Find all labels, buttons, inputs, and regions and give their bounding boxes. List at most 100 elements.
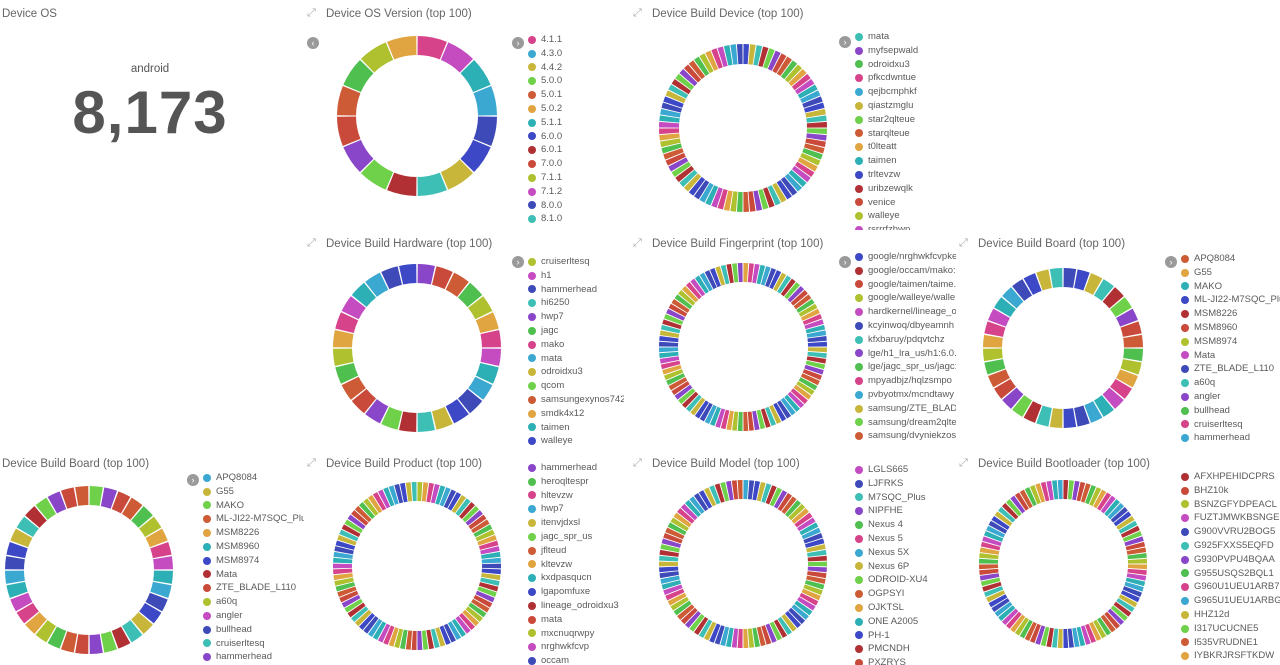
donut-slice[interactable]: [802, 369, 822, 381]
donut-slice[interactable]: [1063, 408, 1077, 428]
donut-slice[interactable]: [717, 46, 728, 68]
donut-slice[interactable]: [760, 266, 771, 286]
donut-slice[interactable]: [659, 341, 679, 347]
legend-item[interactable]: G55: [1181, 266, 1280, 280]
donut-slice[interactable]: [982, 581, 1002, 592]
donut-slice[interactable]: [1067, 628, 1074, 648]
legend-item[interactable]: APQ8084: [203, 471, 304, 485]
legend-item[interactable]: samsung/ZTE_BLADE...: [855, 402, 956, 416]
donut-slice[interactable]: [694, 493, 709, 512]
donut-slice[interactable]: [661, 580, 682, 590]
donut-slice[interactable]: [980, 541, 1001, 551]
donut-slice[interactable]: [60, 631, 78, 653]
donut-slice[interactable]: [471, 519, 490, 534]
legend-item[interactable]: walleye: [855, 209, 918, 223]
donut-slice[interactable]: [372, 621, 387, 640]
donut-slice[interactable]: [335, 363, 359, 384]
donut-slice[interactable]: [1107, 608, 1125, 626]
donut-slice[interactable]: [689, 496, 705, 514]
donut-slice[interactable]: [984, 359, 1006, 375]
donut-slice[interactable]: [726, 410, 734, 431]
donut-slice[interactable]: [791, 165, 811, 183]
donut-slice[interactable]: [1127, 558, 1147, 564]
legend-item[interactable]: pvbyotmx/mcndtawy: [855, 388, 956, 402]
donut-slice[interactable]: [1097, 617, 1112, 636]
donut-slice[interactable]: [440, 42, 474, 73]
donut-slice[interactable]: [683, 64, 702, 83]
donut-slice[interactable]: [1122, 586, 1142, 598]
legend-item[interactable]: h1: [528, 269, 624, 283]
donut-slice[interactable]: [1102, 287, 1124, 309]
donut-slice[interactable]: [6, 541, 28, 559]
donut-slice[interactable]: [1085, 623, 1097, 643]
donut-slice[interactable]: [663, 96, 684, 108]
donut-slice[interactable]: [803, 143, 825, 154]
donut-slice[interactable]: [465, 606, 483, 622]
legend-item[interactable]: occam: [528, 654, 619, 665]
donut-slice[interactable]: [388, 627, 399, 647]
donut-slice[interactable]: [10, 592, 33, 612]
donut-slice[interactable]: [699, 182, 714, 203]
donut-chart[interactable]: [3, 484, 175, 656]
expand-icon[interactable]: ⤢: [307, 7, 316, 19]
donut-slice[interactable]: [788, 607, 806, 625]
donut-slice[interactable]: [747, 263, 754, 283]
donut-slice[interactable]: [1123, 348, 1143, 362]
donut-slice[interactable]: [803, 584, 823, 595]
donut-slice[interactable]: [756, 264, 766, 285]
donut-slice[interactable]: [1104, 611, 1120, 629]
donut-slice[interactable]: [1012, 279, 1033, 301]
donut-slice[interactable]: [337, 116, 361, 146]
donut-slice[interactable]: [351, 282, 377, 308]
donut-slice[interactable]: [986, 525, 1006, 538]
donut-slice[interactable]: [732, 263, 739, 283]
donut-slice[interactable]: [659, 128, 680, 135]
donut-slice[interactable]: [663, 148, 684, 160]
donut-slice[interactable]: [1084, 401, 1103, 423]
legend-item[interactable]: 8.0.0: [528, 199, 562, 213]
donut-slice[interactable]: [1002, 387, 1024, 409]
donut-slice[interactable]: [675, 73, 695, 91]
donut-slice[interactable]: [667, 592, 687, 606]
donut-slice[interactable]: [800, 373, 820, 386]
donut-slice[interactable]: [35, 620, 56, 643]
legend-item[interactable]: cruiserltesq: [528, 255, 624, 269]
donut-slice[interactable]: [333, 551, 353, 559]
donut-slice[interactable]: [756, 626, 766, 647]
donut-slice[interactable]: [1057, 628, 1063, 648]
donut-slice[interactable]: [1124, 581, 1144, 592]
donut-slice[interactable]: [360, 42, 394, 73]
legend-item[interactable]: hltevzw: [528, 489, 619, 503]
legend-item[interactable]: jflteud: [528, 544, 619, 558]
donut-slice[interactable]: [681, 285, 699, 303]
donut-slice[interactable]: [1102, 387, 1124, 409]
donut-slice[interactable]: [1036, 269, 1052, 291]
donut-slice[interactable]: [468, 602, 487, 618]
donut-slice[interactable]: [1076, 481, 1086, 502]
donut-slice[interactable]: [797, 517, 816, 532]
legend-item[interactable]: G960U1UEU1ARB7: [1181, 580, 1280, 594]
legend-item[interactable]: samsungexynos7420: [528, 393, 624, 407]
donut-slice[interactable]: [798, 303, 818, 317]
donut-slice[interactable]: [988, 594, 1008, 608]
legend-item[interactable]: G900VVRU2BOG5: [1181, 525, 1280, 539]
donut-slice[interactable]: [806, 128, 827, 135]
legend-item[interactable]: heroqltespr: [528, 475, 619, 489]
legend-item[interactable]: G955USQS2BQL1: [1181, 567, 1280, 581]
legend-item[interactable]: walleye: [528, 434, 624, 448]
donut-slice[interactable]: [1057, 480, 1063, 500]
donut-slice[interactable]: [784, 173, 803, 192]
donut-slice[interactable]: [1049, 408, 1063, 428]
legend-item[interactable]: ZTE_BLADE_L110: [203, 581, 304, 595]
donut-slice[interactable]: [1113, 601, 1132, 617]
donut-slice[interactable]: [394, 483, 404, 504]
donut-slice[interactable]: [807, 347, 827, 353]
donut-slice[interactable]: [777, 400, 792, 419]
donut-slice[interactable]: [769, 487, 782, 507]
donut-chart[interactable]: [657, 42, 829, 214]
donut-slice[interactable]: [804, 538, 825, 548]
legend-item[interactable]: a60q: [1181, 376, 1280, 390]
donut-slice[interactable]: [671, 79, 691, 95]
donut-slice[interactable]: [481, 551, 501, 559]
legend-item[interactable]: BSNZGFYDPEACL: [1181, 498, 1280, 512]
